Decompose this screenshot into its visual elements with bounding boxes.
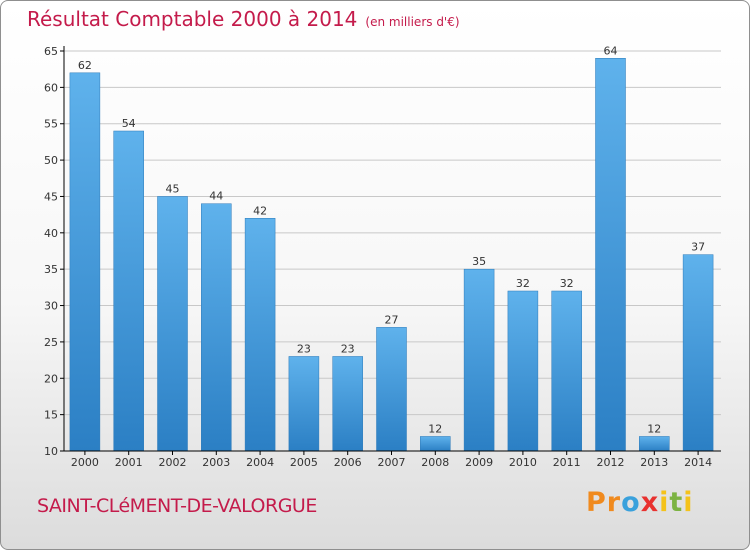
- bar-2013: [639, 436, 670, 452]
- axes: 10 15 20 25 30 35 40 45 50 55 60 65 2000 2001 2002 2003…: [44, 45, 721, 469]
- x-tick-label-2004: 2004: [246, 456, 274, 469]
- data-label-2012: 64: [604, 44, 618, 57]
- data-label-2011: 32: [560, 277, 574, 290]
- proxiti-logo: Proxiti: [586, 487, 694, 518]
- bar-2005: [288, 356, 320, 452]
- data-label-2004: 42: [253, 204, 267, 217]
- logo-letter: i: [659, 487, 670, 518]
- x-tick-label-2013: 2013: [640, 456, 668, 469]
- bar-2003: [201, 203, 232, 452]
- y-tick-label: 55: [44, 118, 58, 131]
- x-tick-label-2005: 2005: [290, 456, 318, 469]
- y-tick-label: 40: [44, 227, 58, 240]
- data-label-2014: 37: [691, 241, 705, 254]
- bar-2008: [420, 436, 451, 452]
- data-label-2001: 54: [122, 117, 136, 130]
- bar-2002: [157, 196, 188, 452]
- y-tick-label: 15: [44, 409, 58, 422]
- logo-letter: o: [621, 487, 641, 518]
- data-label-2007: 27: [385, 313, 399, 326]
- data-label-2005: 23: [297, 342, 311, 355]
- x-tick-label-2010: 2010: [509, 456, 537, 469]
- x-tick-label-2001: 2001: [115, 456, 143, 469]
- bar-2006: [332, 356, 363, 452]
- data-label-2013: 12: [647, 422, 661, 435]
- y-tick-label: 65: [44, 45, 58, 58]
- logo-letter: i: [683, 487, 694, 518]
- x-tick-label-2014: 2014: [684, 456, 712, 469]
- bars: [69, 58, 714, 452]
- chart-title-block: Résultat Comptable 2000 à 2014 (en millie…: [27, 7, 460, 31]
- y-tick-label: 35: [44, 263, 58, 276]
- bar-2011: [551, 290, 582, 452]
- y-tick-label: 20: [44, 372, 58, 385]
- y-tick-label: 60: [44, 81, 58, 94]
- x-tick-label-2003: 2003: [202, 456, 230, 469]
- data-label-2009: 35: [472, 255, 486, 268]
- data-label-2000: 62: [78, 59, 92, 72]
- chart-title: Résultat Comptable 2000 à 2014: [27, 7, 358, 31]
- x-tick-label-2006: 2006: [334, 456, 362, 469]
- bar-2014: [682, 254, 714, 452]
- data-label-2002: 45: [166, 182, 180, 195]
- logo-letter: x: [640, 487, 660, 518]
- data-label-2008: 12: [428, 422, 442, 435]
- bar-2001: [113, 130, 144, 452]
- data-label-2010: 32: [516, 277, 530, 290]
- bar-2007: [376, 327, 407, 452]
- bar-2009: [463, 268, 495, 452]
- x-tick-label-2007: 2007: [378, 456, 406, 469]
- logo-letter: r: [606, 487, 622, 518]
- x-tick-label-2002: 2002: [159, 456, 187, 469]
- bar-2004: [244, 218, 276, 452]
- chart-subtitle: (en milliers d'€): [365, 15, 460, 29]
- logo-letter: t: [669, 487, 684, 518]
- bar-2000: [69, 72, 101, 452]
- x-tick-label-2009: 2009: [465, 456, 493, 469]
- bar-chart: 62 54 45 44 42 23 23 27 12 35 32 32 64 12 37 10 15 20 25 3…: [44, 44, 721, 469]
- y-tick-label: 10: [44, 445, 58, 458]
- commune-name: SAINT-CLéMENT-DE-VALORGUE: [37, 495, 317, 517]
- x-tick-label-2000: 2000: [71, 456, 99, 469]
- data-label-2006: 23: [341, 342, 355, 355]
- x-tick-label-2008: 2008: [421, 456, 449, 469]
- data-label-2003: 44: [209, 190, 223, 203]
- y-tick-label: 50: [44, 154, 58, 167]
- bar-2010: [507, 290, 539, 452]
- data-labels: 62 54 45 44 42 23 23 27 12 35 32 32 64 12 37: [78, 44, 705, 435]
- y-tick-label: 30: [44, 300, 58, 313]
- x-tick-label-2012: 2012: [597, 456, 625, 469]
- y-tick-label: 45: [44, 190, 58, 203]
- y-tick-label: 25: [44, 336, 58, 349]
- logo-letter: P: [586, 487, 607, 518]
- bar-2012: [595, 58, 626, 452]
- x-tick-label-2011: 2011: [553, 456, 581, 469]
